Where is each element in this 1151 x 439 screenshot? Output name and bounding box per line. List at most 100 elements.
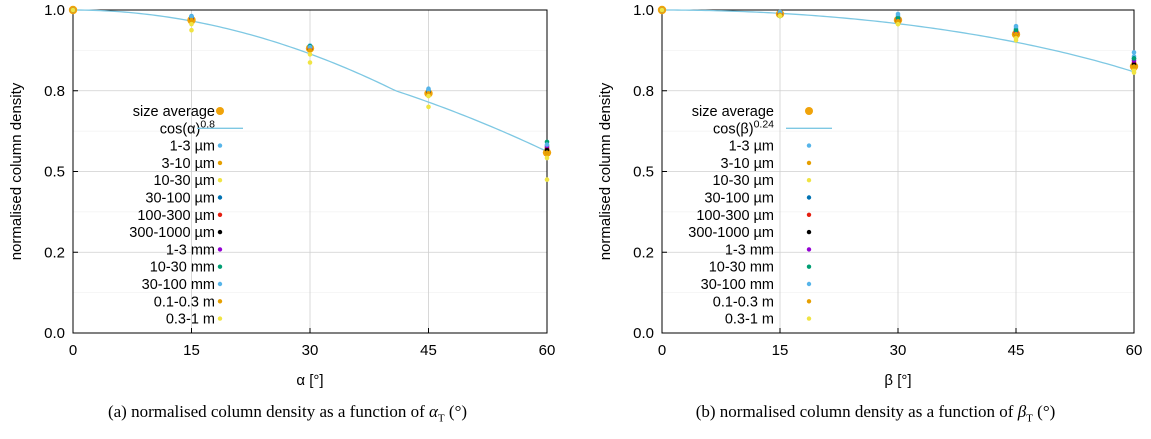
x-tick-label: 30 bbox=[302, 342, 319, 359]
legend-marker bbox=[217, 160, 223, 166]
x-tick-label: 0 bbox=[69, 342, 77, 359]
legend-label: 0.1-0.3 m bbox=[154, 294, 215, 310]
caption-a: (a) normalised column density as a funct… bbox=[0, 402, 575, 424]
data-point bbox=[1013, 35, 1019, 41]
data-point bbox=[1013, 23, 1019, 29]
x-axis-label: β [°] bbox=[884, 372, 911, 389]
y-tick-label: 1.0 bbox=[633, 2, 654, 19]
caption-b: (b) normalised column density as a funct… bbox=[588, 402, 1151, 424]
legend-label: 30-100 mm bbox=[142, 277, 215, 293]
data-point bbox=[895, 15, 901, 21]
data-point bbox=[189, 27, 194, 33]
data-point bbox=[544, 177, 550, 182]
data-point bbox=[544, 142, 550, 147]
x-tick-label: 60 bbox=[539, 342, 556, 359]
y-tick-label: 0.2 bbox=[44, 244, 65, 261]
legend-marker bbox=[806, 160, 812, 166]
legend-marker bbox=[806, 229, 812, 235]
data-point bbox=[189, 21, 194, 27]
data-point bbox=[307, 44, 313, 50]
legend-label: 3-10 µm bbox=[162, 156, 215, 172]
data-point bbox=[189, 14, 194, 20]
data-point bbox=[777, 13, 783, 19]
chart-panel-b: 0.0 0.2 0.5 0.8 1.0 0 15 30 45 60 β [°] normalised … bbox=[597, 2, 1143, 389]
y-tick-label: 0.8 bbox=[633, 83, 654, 100]
x-tick-label: 30 bbox=[890, 342, 907, 359]
y-tick-label: 0.0 bbox=[633, 325, 654, 342]
caption-b-sub: T bbox=[1026, 412, 1033, 425]
y-axis-label: normalised column density bbox=[597, 82, 614, 260]
data-point bbox=[426, 93, 431, 99]
data-point bbox=[426, 87, 431, 93]
x-axis-label: α [°] bbox=[296, 372, 323, 389]
y-tick-label: 0.8 bbox=[44, 83, 65, 100]
legend-marker bbox=[217, 212, 223, 217]
x-tick-label: 15 bbox=[772, 342, 789, 359]
legend-label: 30-100 µm bbox=[704, 191, 774, 207]
x-tick-label: 45 bbox=[420, 342, 437, 359]
caption-b-prefix: (b) normalised column density as a funct… bbox=[695, 402, 1018, 421]
data-point bbox=[307, 52, 313, 57]
caption-a-suffix: (°) bbox=[444, 402, 468, 421]
legend-label: 3-10 µm bbox=[721, 156, 774, 172]
legend-label: 0.1-0.3 m bbox=[713, 294, 774, 310]
legend-label: cos(β)0.24 bbox=[713, 118, 774, 137]
legend-marker bbox=[806, 195, 812, 200]
x-tick-label: 60 bbox=[1126, 342, 1143, 359]
legend-marker bbox=[805, 107, 813, 115]
legend-marker bbox=[217, 143, 223, 148]
legend-marker bbox=[217, 264, 223, 269]
legend-label: 1-3 µm bbox=[170, 139, 215, 155]
legend-label: 100-300 µm bbox=[137, 208, 215, 224]
caption-a-prefix: (a) normalised column density as a funct… bbox=[107, 402, 429, 421]
chart-panel-a: 0.0 0.2 0.5 0.8 1.0 0 15 30 45 60 α [°] normalised … bbox=[8, 2, 556, 389]
legend-label: 30-100 µm bbox=[145, 191, 215, 207]
legend-label: 10-30 mm bbox=[709, 260, 774, 276]
legend-label: 10-30 µm bbox=[712, 173, 774, 189]
legend-marker bbox=[217, 281, 223, 287]
caption-b-symbol: β bbox=[1017, 402, 1027, 421]
legend-label: 1-3 mm bbox=[166, 242, 215, 258]
legend-label: 300-1000 µm bbox=[129, 225, 215, 241]
legend-marker bbox=[216, 107, 224, 115]
legend-label: 0.3-1 m bbox=[725, 312, 774, 328]
legend-marker bbox=[806, 316, 812, 321]
data-point bbox=[1131, 50, 1137, 55]
legend-marker bbox=[806, 281, 812, 287]
y-tick-label: 0.5 bbox=[633, 164, 654, 181]
y-tick-label: 0.0 bbox=[44, 325, 65, 342]
caption-a-sub: T bbox=[437, 412, 445, 425]
x-tick-label: 45 bbox=[1008, 342, 1025, 359]
legend-marker bbox=[217, 247, 223, 252]
legend-label: cos(α)0.8 bbox=[160, 118, 215, 137]
x-tick-label: 0 bbox=[658, 342, 666, 359]
legend-marker bbox=[217, 195, 223, 200]
x-tick-label: 15 bbox=[183, 342, 200, 359]
legend-label: 30-100 mm bbox=[701, 277, 774, 293]
data-point bbox=[659, 7, 665, 13]
legend-marker bbox=[806, 178, 812, 183]
legend-label: size average bbox=[133, 104, 215, 120]
data-point bbox=[189, 17, 194, 23]
legend-label: 100-300 µm bbox=[696, 208, 774, 224]
legend-marker bbox=[806, 264, 812, 269]
legend-label: 1-3 µm bbox=[729, 139, 774, 155]
data-point bbox=[1013, 31, 1019, 37]
data-point bbox=[895, 11, 901, 17]
legend-marker bbox=[806, 299, 812, 304]
data-point bbox=[307, 60, 313, 65]
legend-label: 1-3 mm bbox=[725, 242, 774, 258]
legend-marker bbox=[217, 299, 223, 304]
legend-label: 10-30 µm bbox=[153, 173, 215, 189]
y-tick-label: 1.0 bbox=[44, 2, 65, 19]
legend-marker bbox=[806, 212, 812, 217]
caption-b-suffix: (°) bbox=[1032, 402, 1056, 421]
legend-marker bbox=[217, 229, 223, 235]
data-point bbox=[70, 7, 76, 13]
data-point bbox=[544, 155, 550, 161]
data-point bbox=[1013, 27, 1019, 33]
data-point bbox=[1131, 56, 1137, 61]
data-point bbox=[1131, 64, 1137, 69]
y-tick-label: 0.2 bbox=[633, 244, 654, 261]
